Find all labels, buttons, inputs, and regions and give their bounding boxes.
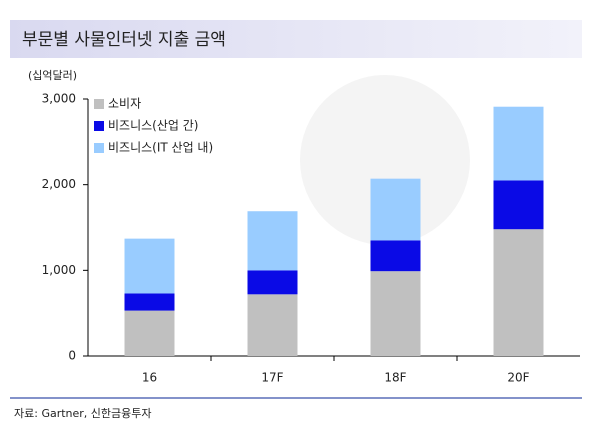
bar-segment (370, 178, 421, 241)
watermark (300, 75, 470, 245)
x-tick-label: 16 (142, 371, 157, 385)
y-tick-label: 2,000 (42, 177, 76, 191)
y-tick-label: 3,000 (42, 92, 76, 106)
x-tick-label: 17F (261, 371, 283, 385)
legend-swatch (94, 143, 104, 153)
legend-swatch (94, 121, 104, 131)
bar-segment (247, 294, 298, 356)
bar-segment (124, 310, 175, 356)
legend-label: 비즈니스(산업 간) (108, 119, 198, 133)
bar-segment (370, 271, 421, 356)
bar-segment (370, 240, 421, 272)
y-tick-label: 0 (68, 349, 76, 363)
legend-swatch (94, 99, 104, 109)
source: 자료: Gartner, 신한금융투자 (14, 407, 152, 420)
y-tick-label: 1,000 (42, 263, 76, 277)
legend-label: 비즈니스(IT 산업 내) (108, 141, 213, 155)
bar-segment (247, 270, 298, 295)
x-tick-label: 20F (507, 371, 529, 385)
bar-segment (247, 211, 298, 271)
bar-segment (493, 229, 544, 356)
x-tick-label: 18F (384, 371, 406, 385)
legend-label: 소비자 (108, 97, 141, 111)
unit-label: (십억달러) (28, 69, 77, 82)
bar-segment (493, 106, 544, 181)
bar-segment (124, 293, 175, 311)
bar-segment (124, 238, 175, 294)
bar-segment (493, 180, 544, 230)
title-band (10, 20, 582, 58)
chart-title: 부문별 사물인터넷 지출 금액 (22, 30, 226, 50)
